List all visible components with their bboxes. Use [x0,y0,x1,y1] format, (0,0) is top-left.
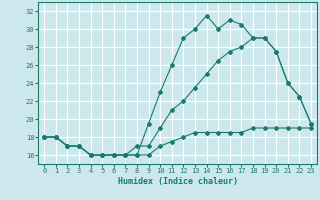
X-axis label: Humidex (Indice chaleur): Humidex (Indice chaleur) [118,177,238,186]
